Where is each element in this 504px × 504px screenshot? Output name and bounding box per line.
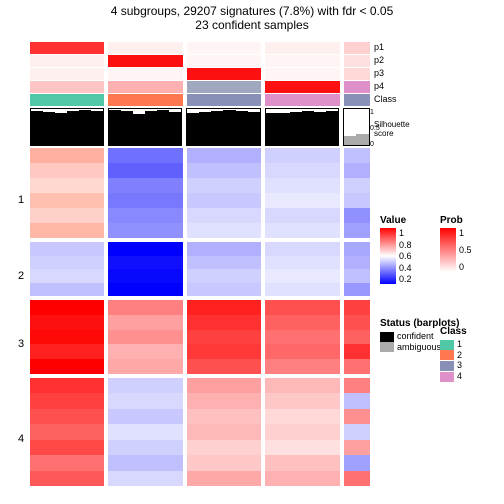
- heatmap-block: [265, 242, 339, 296]
- heatmap-block: [187, 378, 261, 486]
- legend-class-title: Class: [440, 326, 467, 337]
- heatmap-main: [30, 42, 370, 497]
- heatmap-block: [187, 242, 261, 296]
- anno-label: p3: [374, 68, 384, 78]
- anno-cell: [344, 94, 370, 106]
- heatmap-block: [344, 242, 370, 296]
- legend-item: 4: [440, 371, 467, 382]
- heatmap-block: [344, 148, 370, 238]
- legend-class: Class 1234: [440, 326, 467, 382]
- anno-label: p2: [374, 55, 384, 65]
- anno-cell: [108, 94, 182, 106]
- heatmap-block: [344, 300, 370, 374]
- heatmap-block: [108, 378, 182, 486]
- anno-cell: [265, 42, 339, 54]
- heatmap-block: [265, 300, 339, 374]
- anno-cell: [344, 55, 370, 67]
- anno-cell: [187, 55, 261, 67]
- heatmap-block: [344, 378, 370, 486]
- anno-cell: [30, 81, 104, 93]
- legend-value-title: Value: [380, 215, 412, 226]
- prob-ticks: 10.50: [459, 228, 472, 272]
- prob-gradient: [440, 228, 456, 272]
- anno-cell: [265, 81, 339, 93]
- anno-label: Class: [374, 94, 397, 104]
- silhouette-block: [265, 108, 339, 146]
- anno-cell: [30, 55, 104, 67]
- heatmap-block: [30, 300, 104, 374]
- title: 4 subgroups, 29207 signatures (7.8%) wit…: [0, 0, 504, 32]
- anno-cell: [187, 81, 261, 93]
- sil-tick: 0: [370, 141, 374, 148]
- row-group-label: 1: [18, 194, 24, 206]
- anno-cell: [265, 68, 339, 80]
- value-ticks: 10.80.60.40.2: [399, 228, 412, 284]
- heatmap-block: [265, 148, 339, 238]
- sil-tick: 0.5: [370, 125, 380, 132]
- silhouette-block: [30, 108, 104, 146]
- title-line2: 23 confident samples: [0, 18, 504, 32]
- anno-cell: [187, 94, 261, 106]
- row-group-label: 3: [18, 338, 24, 350]
- legend-item: 2: [440, 350, 467, 361]
- anno-cell: [187, 68, 261, 80]
- anno-label: p4: [374, 81, 384, 91]
- heatmap-block: [187, 148, 261, 238]
- legend-class-items: 1234: [440, 339, 467, 382]
- anno-cell: [108, 68, 182, 80]
- row-group-label: 2: [18, 270, 24, 282]
- anno-cell: [344, 42, 370, 54]
- title-line1: 4 subgroups, 29207 signatures (7.8%) wit…: [0, 4, 504, 18]
- anno-cell: [344, 68, 370, 80]
- anno-label: p1: [374, 42, 384, 52]
- row-group-label: 4: [18, 433, 24, 445]
- anno-cell: [108, 42, 182, 54]
- anno-cell: [265, 55, 339, 67]
- silhouette-block: [343, 108, 370, 146]
- heatmap-block: [30, 148, 104, 238]
- anno-cell: [30, 94, 104, 106]
- legend-item: 3: [440, 360, 467, 371]
- legend-prob: Prob 10.50: [440, 215, 472, 272]
- silhouette-block: [108, 108, 182, 146]
- sil-tick: 1: [370, 109, 374, 116]
- legend-value: Value 10.80.60.40.2: [380, 215, 412, 284]
- heatmap-block: [30, 378, 104, 486]
- anno-cell: [108, 55, 182, 67]
- legend-item: 1: [440, 339, 467, 350]
- anno-cell: [30, 42, 104, 54]
- anno-cell: [108, 81, 182, 93]
- heatmap-block: [30, 242, 104, 296]
- anno-cell: [265, 94, 339, 106]
- heatmap-block: [265, 378, 339, 486]
- legend-prob-title: Prob: [440, 215, 472, 226]
- heatmap-block: [187, 300, 261, 374]
- heatmap-block: [108, 300, 182, 374]
- anno-cell: [344, 81, 370, 93]
- anno-cell: [30, 68, 104, 80]
- figure: 4 subgroups, 29207 signatures (7.8%) wit…: [0, 0, 504, 504]
- anno-cell: [187, 42, 261, 54]
- value-gradient: [380, 228, 396, 284]
- heatmap-block: [108, 148, 182, 238]
- silhouette-block: [186, 108, 260, 146]
- heatmap-block: [108, 242, 182, 296]
